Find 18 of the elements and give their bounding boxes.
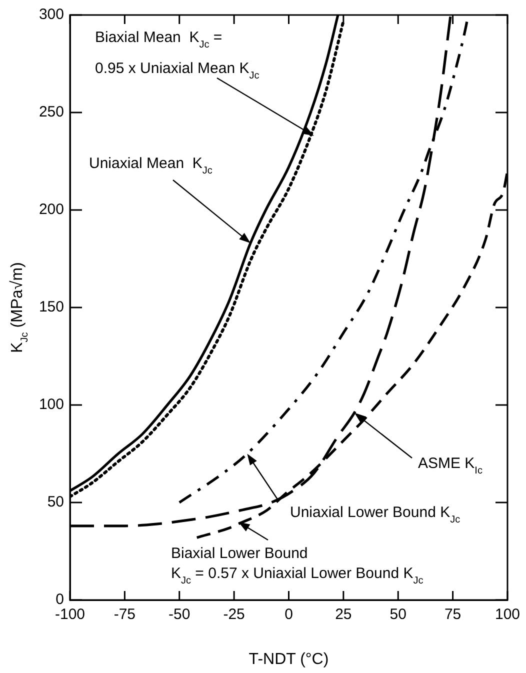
x-tick-label: 50 xyxy=(390,606,406,624)
x-tick-label: -50 xyxy=(168,606,190,624)
y-tick-label: 50 xyxy=(47,494,64,511)
x-tick-label: 25 xyxy=(335,606,352,624)
x-tick-label: 75 xyxy=(444,606,462,624)
y-tick-label: 150 xyxy=(38,298,64,316)
x-tick-label: -100 xyxy=(54,606,86,624)
x-tick-label: 100 xyxy=(494,606,520,624)
y-tick-label: 300 xyxy=(38,6,64,24)
y-tick-label: 100 xyxy=(38,396,64,414)
x-tick-label: -75 xyxy=(114,606,136,624)
x-axis-title: T-NDT (°C) xyxy=(248,650,329,668)
y-tick-label: 0 xyxy=(56,591,64,608)
y-axis-title: KJc (MPa√m) xyxy=(9,262,31,353)
x-tick-label: 0 xyxy=(284,606,293,624)
y-tick-label: 250 xyxy=(38,104,64,121)
y-tick-label: 200 xyxy=(38,201,64,218)
x-tick-label: -25 xyxy=(223,606,245,624)
